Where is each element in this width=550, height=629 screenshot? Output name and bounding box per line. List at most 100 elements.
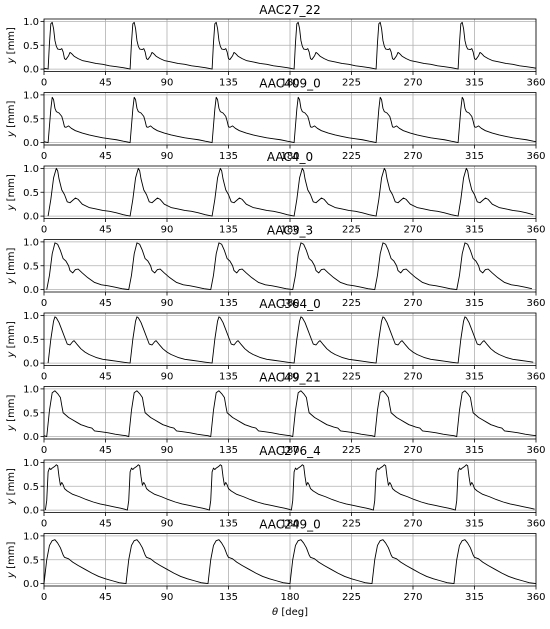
panel-7: AAC276_4 0.0 0.5 1.0 y [mm] 0 45 90 135 180 225 270… <box>6 444 546 530</box>
panel-title: AAC276_4 <box>259 444 320 458</box>
x-tick-label: 90 <box>161 225 174 236</box>
x-tick-label: 315 <box>465 78 484 89</box>
y-axis-label: y [mm] <box>6 174 17 211</box>
x-tick-label: 135 <box>219 592 238 603</box>
y-tick-label: 0.5 <box>23 188 39 199</box>
axes-frame <box>43 312 537 366</box>
y-tick-label: 0.5 <box>23 261 39 272</box>
series-line <box>43 21 537 70</box>
y-tick-label: 0.0 <box>23 212 39 223</box>
axes-frame <box>43 533 537 587</box>
x-tick-label: 180 <box>280 592 299 603</box>
x-tick-label: 45 <box>99 592 112 603</box>
y-tick-label: 0.5 <box>23 555 39 566</box>
y-tick-label: 1.0 <box>23 458 39 469</box>
y-tick-label: 1.0 <box>23 17 39 28</box>
x-tick-label: 135 <box>219 298 238 309</box>
x-tick-label: 270 <box>403 519 422 530</box>
x-tick-label: 180 <box>280 519 299 530</box>
panel-1: AAC27_22 0.0 0.5 1.0 y [mm] 0 45 90 135 180 225 270… <box>6 3 546 89</box>
y-tick-label: 1.0 <box>23 311 39 322</box>
x-tick-label: 90 <box>161 151 174 162</box>
series-line <box>43 96 537 144</box>
y-tick-label: 1.0 <box>23 531 39 542</box>
x-tick-label: 360 <box>526 372 545 383</box>
y-tick-label: 0.0 <box>23 285 39 296</box>
panel-5: AAC364_0 0.0 0.5 1.0 y [mm] 0 45 90 135 180 225 270… <box>6 297 546 383</box>
x-tick-label: 315 <box>465 445 484 456</box>
x-tick-label: 0 <box>41 445 47 456</box>
x-tick-label: 315 <box>465 151 484 162</box>
y-axis-label: y [mm] <box>6 247 17 284</box>
y-axis-label: y [mm] <box>6 468 17 505</box>
x-tick-label: 0 <box>41 372 47 383</box>
x-tick-label: 90 <box>161 592 174 603</box>
series-line <box>47 167 534 217</box>
x-tick-label: 135 <box>219 78 238 89</box>
panel-2: AAC409_0 0.0 0.5 1.0 y [mm] 0 45 90 135 180 225 270… <box>6 77 546 163</box>
axes-frame <box>43 239 537 293</box>
axes-frame <box>43 386 537 440</box>
y-axis-label: y [mm] <box>6 27 17 64</box>
x-tick-label: 225 <box>342 78 361 89</box>
x-tick-label: 135 <box>219 445 238 456</box>
panel-6: AAC49_21 0.0 0.5 1.0 y [mm] 0 45 90 135 180 225 270… <box>6 371 546 457</box>
x-tick-label: 315 <box>465 519 484 530</box>
x-tick-label: 315 <box>465 225 484 236</box>
x-tick-label: 270 <box>403 151 422 162</box>
x-tick-label: 180 <box>280 445 299 456</box>
x-tick-label: 315 <box>465 592 484 603</box>
x-tick-label: 225 <box>342 372 361 383</box>
x-tick-label: 270 <box>403 225 422 236</box>
panel-title: AAC49_21 <box>259 371 320 385</box>
x-axis-label: θ [deg] <box>272 607 308 618</box>
y-tick-label: 0.5 <box>23 41 39 52</box>
x-tick-label: 45 <box>99 225 112 236</box>
axes-frame <box>43 92 537 146</box>
series-line <box>47 316 534 364</box>
y-tick-label: 0.0 <box>23 65 39 76</box>
x-tick-label: 315 <box>465 298 484 309</box>
x-tick-label: 90 <box>161 519 174 530</box>
series-line <box>46 242 532 291</box>
y-axis-label: y [mm] <box>6 394 17 431</box>
series-line <box>44 464 535 511</box>
x-tick-label: 360 <box>526 298 545 309</box>
x-tick-label: 225 <box>342 298 361 309</box>
y-tick-label: 0.0 <box>23 432 39 443</box>
x-tick-label: 0 <box>41 78 47 89</box>
x-tick-label: 360 <box>526 78 545 89</box>
series-line <box>43 390 537 438</box>
x-tick-label: 225 <box>342 519 361 530</box>
x-tick-label: 90 <box>161 445 174 456</box>
x-tick-label: 270 <box>403 78 422 89</box>
panel-title: AAC27_22 <box>259 3 320 17</box>
x-tick-label: 270 <box>403 372 422 383</box>
axes-frame <box>43 18 537 72</box>
x-tick-label: 225 <box>342 445 361 456</box>
x-tick-label: 270 <box>403 445 422 456</box>
y-tick-label: 0.0 <box>23 506 39 517</box>
x-tick-label: 225 <box>342 151 361 162</box>
x-tick-label: 0 <box>41 151 47 162</box>
y-tick-label: 0.5 <box>23 482 39 493</box>
y-tick-label: 0.5 <box>23 408 39 419</box>
axes-frame <box>43 459 537 513</box>
y-tick-label: 0.0 <box>23 579 39 590</box>
x-tick-label: 135 <box>219 225 238 236</box>
x-tick-label: 90 <box>161 78 174 89</box>
x-tick-label: 45 <box>99 298 112 309</box>
x-tick-label: 90 <box>161 372 174 383</box>
x-tick-label: 225 <box>342 225 361 236</box>
y-axis-label: y [mm] <box>6 100 17 137</box>
panel-title: AAC409_0 <box>259 77 320 91</box>
x-tick-label: 180 <box>280 372 299 383</box>
x-tick-label: 360 <box>526 151 545 162</box>
x-tick-label: 270 <box>403 592 422 603</box>
x-tick-label: 360 <box>526 519 545 530</box>
series-line <box>43 539 537 585</box>
y-tick-label: 1.0 <box>23 164 39 175</box>
x-tick-label: 90 <box>161 298 174 309</box>
y-axis-label: y [mm] <box>6 541 17 578</box>
